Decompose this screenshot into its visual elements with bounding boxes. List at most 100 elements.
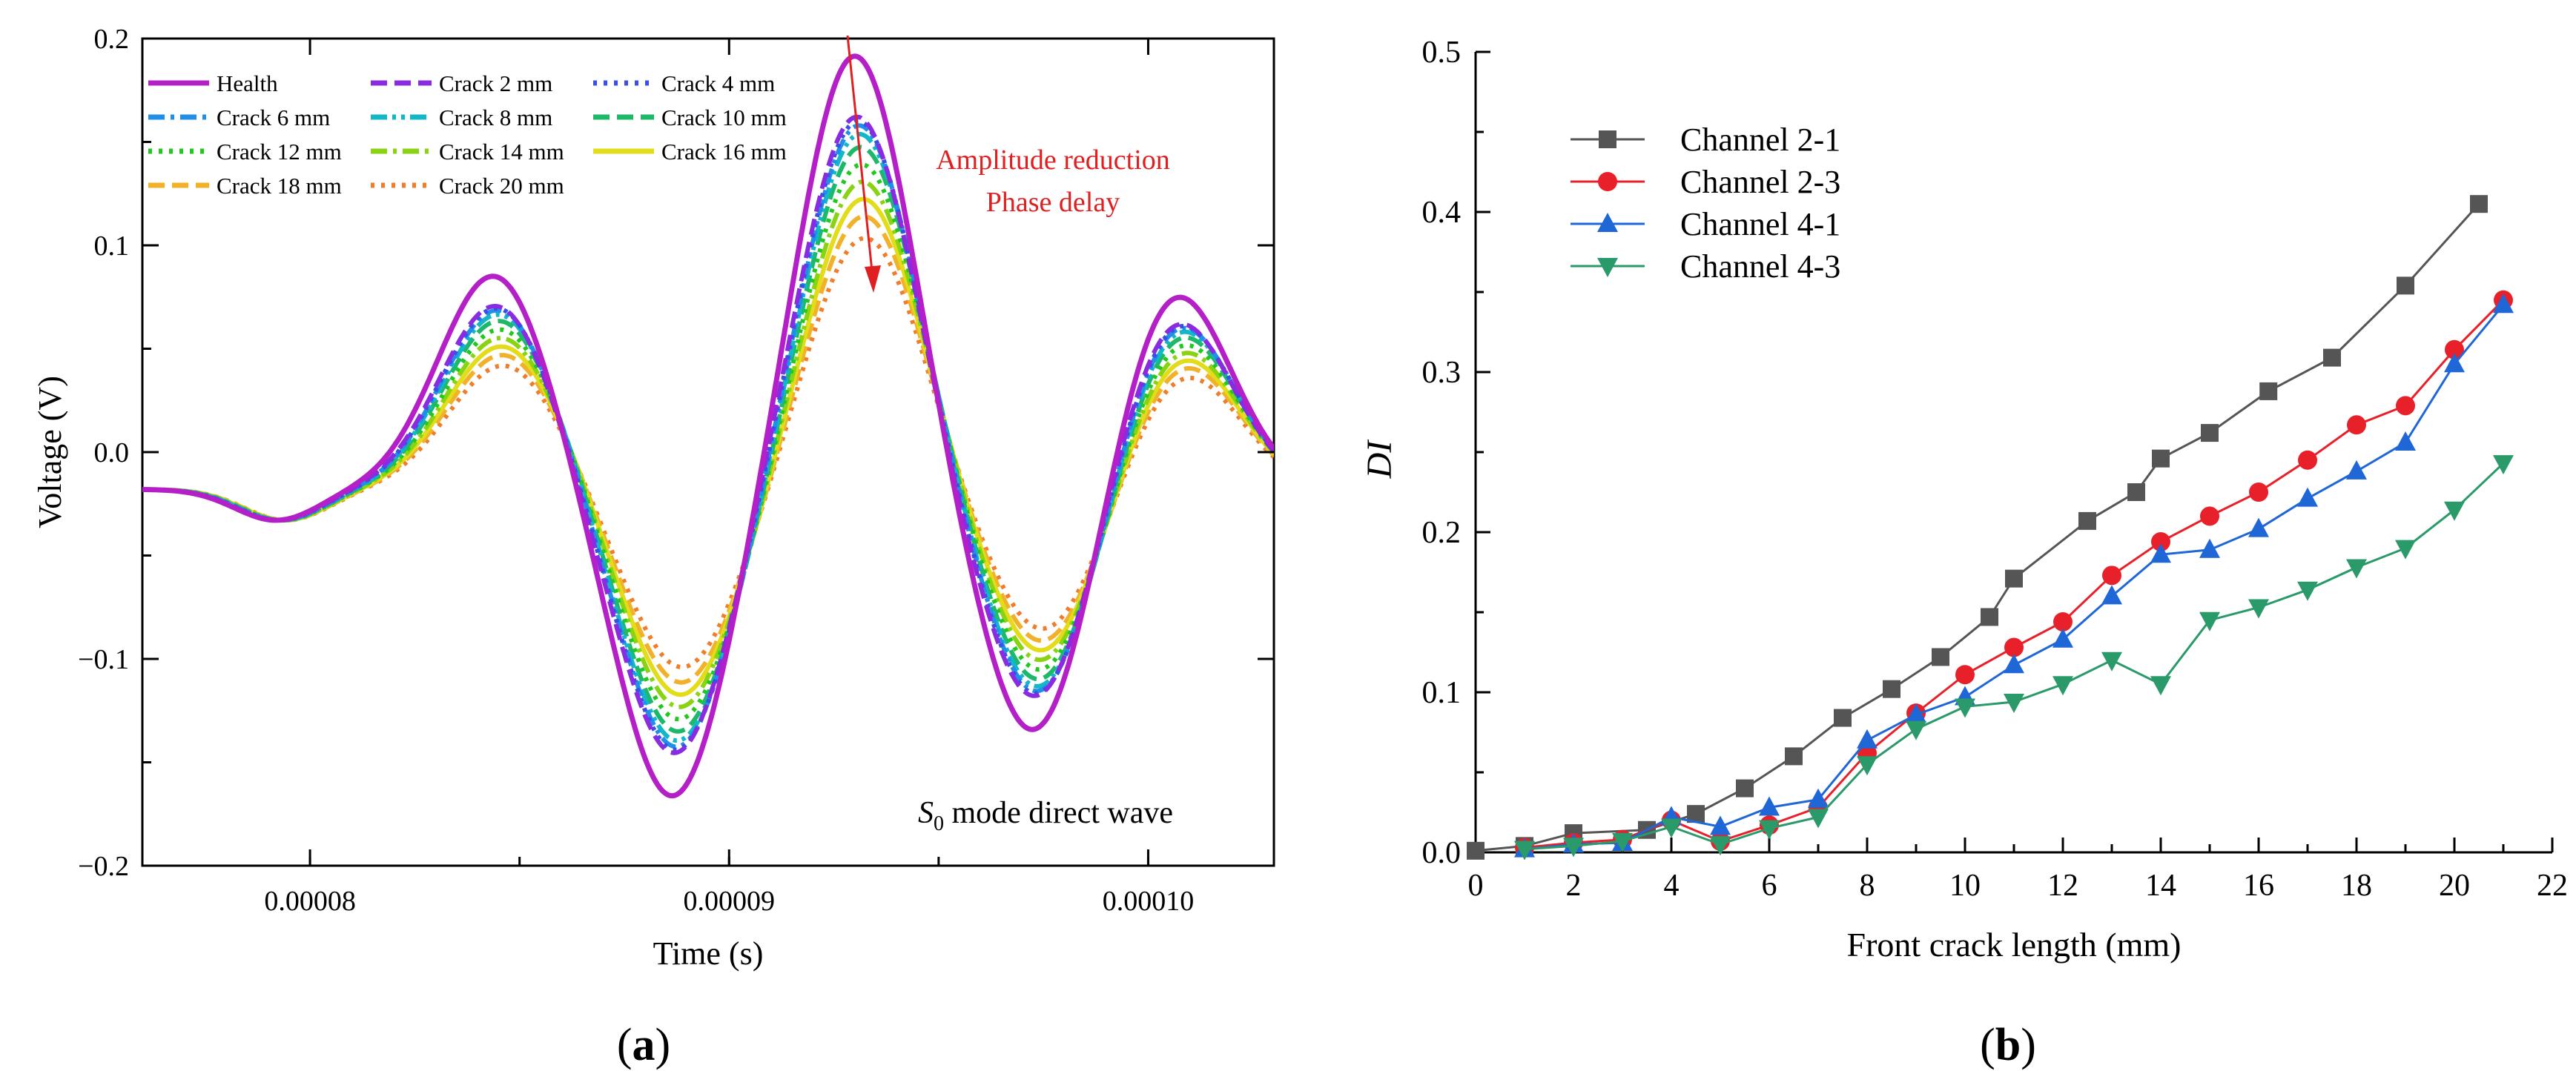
mode-symbol: S <box>918 796 934 830</box>
data-point-channel-4-1 <box>2150 543 2171 563</box>
panel-b-letter: b <box>1995 1020 2021 1070</box>
plot-a-series-group <box>142 53 1274 799</box>
data-point-channel-2-1 <box>1467 841 1484 860</box>
y-tick-label-a: −0.2 <box>78 851 129 882</box>
data-point-channel-2-1 <box>2201 424 2219 442</box>
data-point-channel-4-3 <box>1710 836 1731 856</box>
data-point-channel-4-3 <box>1514 840 1535 861</box>
data-point-channel-2-3 <box>2053 611 2073 631</box>
data-point-channel-4-1 <box>2395 431 2416 451</box>
annotation-arrow-head <box>865 265 881 293</box>
data-point-channel-2-3 <box>2102 566 2121 586</box>
data-point-channel-4-3 <box>2444 501 2465 521</box>
x-tick-label-b: 8 <box>1860 869 1875 903</box>
data-point-channel-4-3 <box>1661 818 1682 838</box>
x-tick-label-b: 4 <box>1664 869 1680 903</box>
y-tick-label-b: 0.2 <box>1422 516 1462 550</box>
data-point-channel-2-1 <box>1736 779 1754 798</box>
legend-marker-b <box>1598 172 1617 191</box>
y-tick-label-b: 0.0 <box>1422 836 1462 870</box>
data-point-channel-4-3 <box>2004 693 2024 713</box>
data-point-channel-2-1 <box>1785 747 1803 766</box>
data-point-channel-4-3 <box>2297 581 2318 601</box>
x-tick-label-b: 12 <box>2047 869 2078 903</box>
data-point-channel-4-1 <box>2004 654 2024 674</box>
data-point-channel-2-3 <box>2249 483 2268 502</box>
data-point-channel-4-3 <box>2346 559 2367 579</box>
y-tick-label-b: 0.1 <box>1422 676 1462 710</box>
y-tick-label-b: 0.3 <box>1422 356 1462 390</box>
data-point-channel-4-1 <box>1808 788 1829 808</box>
data-point-channel-4-3 <box>2101 651 2122 672</box>
annotation-phase-text: Phase delay <box>986 187 1120 218</box>
legend-label-a: Crack 20 mm <box>439 173 564 199</box>
data-point-channel-2-1 <box>2397 276 2414 295</box>
data-point-channel-2-1 <box>2078 511 2096 530</box>
data-point-channel-2-3 <box>2445 339 2464 359</box>
legend-label-a: Health <box>217 70 278 96</box>
data-point-channel-2-1 <box>2005 569 2023 588</box>
data-point-channel-2-1 <box>2470 195 2488 213</box>
x-axis-label-a: Time (s) <box>653 935 764 972</box>
data-point-channel-4-3 <box>1563 838 1584 858</box>
data-point-channel-4-1 <box>2101 585 2122 605</box>
data-point-channel-2-1 <box>1834 709 1852 727</box>
x-tick-label-b: 10 <box>1949 869 1981 903</box>
series-line-crack-8-mm <box>142 131 1274 743</box>
legend-label-a: Crack 6 mm <box>217 105 330 130</box>
legend-label-a: Crack 10 mm <box>661 105 787 130</box>
panel-b-open: ( <box>1980 1020 1995 1070</box>
x-tick-label-b: 20 <box>2439 869 2470 903</box>
y-tick-label-a: 0.1 <box>94 231 130 262</box>
series-line-channel-2-1 <box>1475 203 2480 852</box>
data-point-channel-2-1 <box>1981 608 1998 626</box>
data-point-channel-4-3 <box>1955 698 1975 718</box>
panel-label-a: (a) <box>617 1020 670 1070</box>
data-point-channel-4-3 <box>2248 599 2269 619</box>
data-point-channel-2-3 <box>2200 506 2219 526</box>
legend-label-a: Crack 18 mm <box>217 173 342 199</box>
panel-b-close: ) <box>2021 1020 2036 1070</box>
legend-label-a: Crack 16 mm <box>661 139 787 165</box>
x-tick-label-b: 16 <box>2243 869 2274 903</box>
y-tick-label-a: 0.2 <box>94 24 130 55</box>
legend-marker-b <box>1597 213 1618 232</box>
x-tick-label-b: 2 <box>1566 869 1582 903</box>
mode-label: S0 mode direct wave <box>918 796 1173 835</box>
legend-label-b: Channel 2-3 <box>1680 164 1840 200</box>
series-line-crack-12-mm <box>142 162 1274 722</box>
panel-a-letter: a <box>633 1020 655 1070</box>
data-point-channel-4-3 <box>1857 756 1877 776</box>
x-tick-label-a: 0.00010 <box>1103 886 1195 917</box>
data-point-channel-2-1 <box>1883 680 1900 698</box>
series-line-crack-6-mm <box>142 123 1274 749</box>
annotation-amplitude-text: Amplitude reduction <box>936 145 1170 176</box>
y-tick-label-a: 0.0 <box>94 437 130 468</box>
y-tick-label-a: −0.1 <box>78 644 129 675</box>
series-line-crack-16-mm <box>142 196 1274 697</box>
legend-label-b: Channel 4-1 <box>1680 206 1840 242</box>
data-point-channel-4-1 <box>1710 815 1731 835</box>
data-point-channel-4-3 <box>2493 455 2514 475</box>
x-tick-label-a: 0.00008 <box>264 886 356 917</box>
panel-label-b: (b) <box>1980 1020 2036 1070</box>
data-point-channel-2-1 <box>2127 483 2145 501</box>
legend-label-a: Crack 14 mm <box>439 139 564 165</box>
series-line-crack-14-mm <box>142 179 1274 709</box>
data-point-channel-4-1 <box>2493 294 2514 314</box>
data-point-channel-2-3 <box>2151 531 2170 551</box>
data-point-channel-4-1 <box>2199 538 2220 558</box>
data-point-channel-4-1 <box>2346 460 2367 480</box>
series-line-crack-18-mm <box>142 214 1274 685</box>
data-point-channel-2-3 <box>2347 415 2366 435</box>
x-tick-label-b: 0 <box>1468 869 1484 903</box>
data-point-channel-4-1 <box>2248 517 2269 537</box>
legend-label-a: Crack 2 mm <box>439 70 552 96</box>
data-point-channel-2-1 <box>2152 449 2170 468</box>
x-tick-label-b: 14 <box>2145 869 2176 903</box>
data-point-channel-4-3 <box>2150 676 2171 696</box>
data-point-channel-4-1 <box>1759 796 1780 816</box>
annotation-arrow-line <box>846 35 875 286</box>
data-point-channel-2-3 <box>2298 450 2317 470</box>
